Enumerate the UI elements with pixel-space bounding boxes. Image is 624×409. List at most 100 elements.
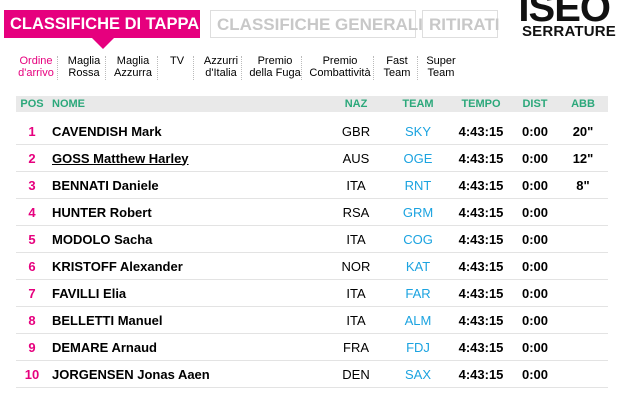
table-header: POS NOME NAZ TEAM TEMPO DIST ABB — [16, 96, 608, 112]
row-dist: 0:00 — [521, 366, 549, 382]
row-team[interactable]: FAR — [405, 285, 431, 301]
subtab-line2: Combattività — [309, 67, 371, 79]
tab-label: RITIRATI — [429, 15, 500, 34]
row-tempo: 4:43:15 — [458, 258, 504, 274]
row-dist: 0:00 — [521, 285, 549, 301]
subtab-ordine-arrivo[interactable]: Ordine d'arrivo — [14, 55, 58, 79]
tab-classifiche-di-tappa[interactable]: CLASSIFICHE DI TAPPA — [4, 10, 200, 49]
subtab-tv[interactable]: TV — [157, 55, 190, 80]
row-pos: 8 — [28, 312, 36, 328]
row-naz: FRA — [343, 339, 369, 355]
row-dist: 0:00 — [521, 204, 549, 220]
row-naz: RSA — [342, 204, 370, 220]
row-pos: 2 — [28, 150, 36, 166]
subtab-maglia-rossa[interactable]: Maglia Rossa — [57, 55, 104, 80]
row-team[interactable]: FDJ — [406, 339, 430, 355]
row-tempo: 4:43:15 — [458, 231, 504, 247]
tab-ritirati[interactable]: RITIRATI — [422, 10, 500, 38]
header-dist: DIST — [522, 98, 548, 110]
subtab-line1: Ordine — [19, 55, 53, 67]
row-tempo: 4:43:15 — [458, 150, 504, 166]
tab-classifiche-generali[interactable]: CLASSIFICHE GENERALI — [210, 10, 423, 38]
table-row: 2 GOSS Matthew Harley AUS OGE 4:43:15 0:… — [16, 145, 608, 172]
stage-tabs: CLASSIFICHE DI TAPPA CLASSIFICHE GENERAL… — [0, 0, 624, 50]
logo-line1: ISEO — [518, 0, 611, 30]
subtab-line2: d'arrivo — [18, 67, 54, 79]
subtab-fast-team[interactable]: Fast Team — [373, 55, 414, 80]
row-name[interactable]: CAVENDISH Mark — [52, 123, 162, 139]
row-dist: 0:00 — [521, 150, 549, 166]
subtab-line2: Azzurra — [114, 67, 152, 79]
row-team[interactable]: COG — [403, 231, 433, 247]
table-row: 1 CAVENDISH Mark GBR SKY 4:43:15 0:00 20… — [16, 118, 608, 145]
subtab-line1: Maglia — [116, 55, 150, 67]
table-row: 6 KRISTOFF Alexander NOR KAT 4:43:15 0:0… — [16, 253, 608, 280]
row-abb — [543, 253, 623, 279]
row-tempo: 4:43:15 — [458, 339, 504, 355]
row-pos: 7 — [28, 285, 36, 301]
tab-label: CLASSIFICHE DI TAPPA — [10, 15, 200, 33]
row-team[interactable]: KAT — [405, 258, 431, 274]
row-pos: 4 — [28, 204, 36, 220]
table-row: 5 MODOLO Sacha ITA COG 4:43:15 0:00 — [16, 226, 608, 253]
logo-line2: SERRATURE — [521, 23, 616, 40]
table-row: 7 FAVILLI Elia ITA FAR 4:43:15 0:00 — [16, 280, 608, 307]
row-pos: 9 — [28, 339, 36, 355]
row-name[interactable]: DEMARE Arnaud — [52, 339, 157, 355]
subtab-line2: Team — [427, 67, 455, 79]
row-team[interactable]: OGE — [403, 150, 433, 166]
subtab-super-team[interactable]: Super Team — [417, 55, 458, 80]
row-team[interactable]: SAX — [404, 366, 431, 382]
classification-subtabs: Ordine d'arrivo Maglia Rossa Maglia Azzu… — [0, 55, 624, 85]
row-name[interactable]: MODOLO Sacha — [52, 231, 153, 247]
row-dist: 0:00 — [521, 258, 549, 274]
table-row: 10 JORGENSEN Jonas Aaen DEN SAX 4:43:15 … — [16, 361, 608, 388]
subtab-line2: Team — [383, 67, 411, 79]
row-name[interactable]: JORGENSEN Jonas Aaen — [52, 366, 210, 382]
header-name: NOME — [52, 98, 85, 110]
subtab-premio-combattivita[interactable]: Premio Combattività — [301, 55, 372, 80]
row-tempo: 4:43:15 — [458, 366, 504, 382]
row-name[interactable]: FAVILLI Elia — [52, 285, 127, 301]
row-tempo: 4:43:15 — [458, 177, 504, 193]
row-pos: 5 — [28, 231, 36, 247]
table-row: 9 DEMARE Arnaud FRA FDJ 4:43:15 0:00 — [16, 334, 608, 361]
row-naz: AUS — [342, 150, 370, 166]
row-abb — [543, 361, 623, 387]
row-tempo: 4:43:15 — [458, 204, 504, 220]
row-abb — [543, 226, 623, 252]
row-tempo: 4:43:15 — [458, 285, 504, 301]
subtab-azzurri-italia[interactable]: Azzurri d'Italia — [193, 55, 242, 80]
subtab-line1: Fast — [386, 55, 408, 67]
subtab-maglia-azzurra[interactable]: Maglia Azzurra — [105, 55, 154, 80]
table-row: 3 BENNATI Daniele ITA RNT 4:43:15 0:00 8… — [16, 172, 608, 199]
active-tab-pointer — [92, 38, 114, 49]
header-pos: POS — [20, 98, 44, 110]
row-name[interactable]: KRISTOFF Alexander — [52, 258, 183, 274]
row-abb — [543, 307, 623, 333]
row-name[interactable]: BELLETTI Manuel — [52, 312, 163, 328]
subtab-line2: della Fuga — [249, 67, 301, 79]
row-pos: 1 — [28, 123, 36, 139]
table-row: 8 BELLETTI Manuel ITA ALM 4:43:15 0:00 — [16, 307, 608, 334]
row-name[interactable]: BENNATI Daniele — [52, 177, 159, 193]
row-abb — [543, 199, 623, 225]
header-abb: ABB — [571, 98, 595, 110]
row-pos: 10 — [24, 366, 40, 382]
row-tempo: 4:43:15 — [458, 123, 504, 139]
row-team[interactable]: ALM — [404, 312, 432, 328]
row-naz: GBR — [341, 123, 371, 139]
row-abb — [543, 334, 623, 360]
row-naz: ITA — [346, 285, 366, 301]
row-naz: NOR — [341, 258, 371, 274]
row-team[interactable]: RNT — [404, 177, 432, 193]
sponsor-logo: ISEO SERRATURE — [506, 0, 624, 42]
subtab-premio-fuga[interactable]: Premio della Fuga — [241, 55, 302, 80]
row-team[interactable]: GRM — [402, 204, 434, 220]
row-name[interactable]: GOSS Matthew Harley — [52, 150, 189, 166]
subtab-line1: Premio — [322, 55, 358, 67]
row-name[interactable]: HUNTER Robert — [52, 204, 152, 220]
row-dist: 0:00 — [521, 231, 549, 247]
row-naz: ITA — [346, 231, 366, 247]
row-team[interactable]: SKY — [404, 123, 431, 139]
